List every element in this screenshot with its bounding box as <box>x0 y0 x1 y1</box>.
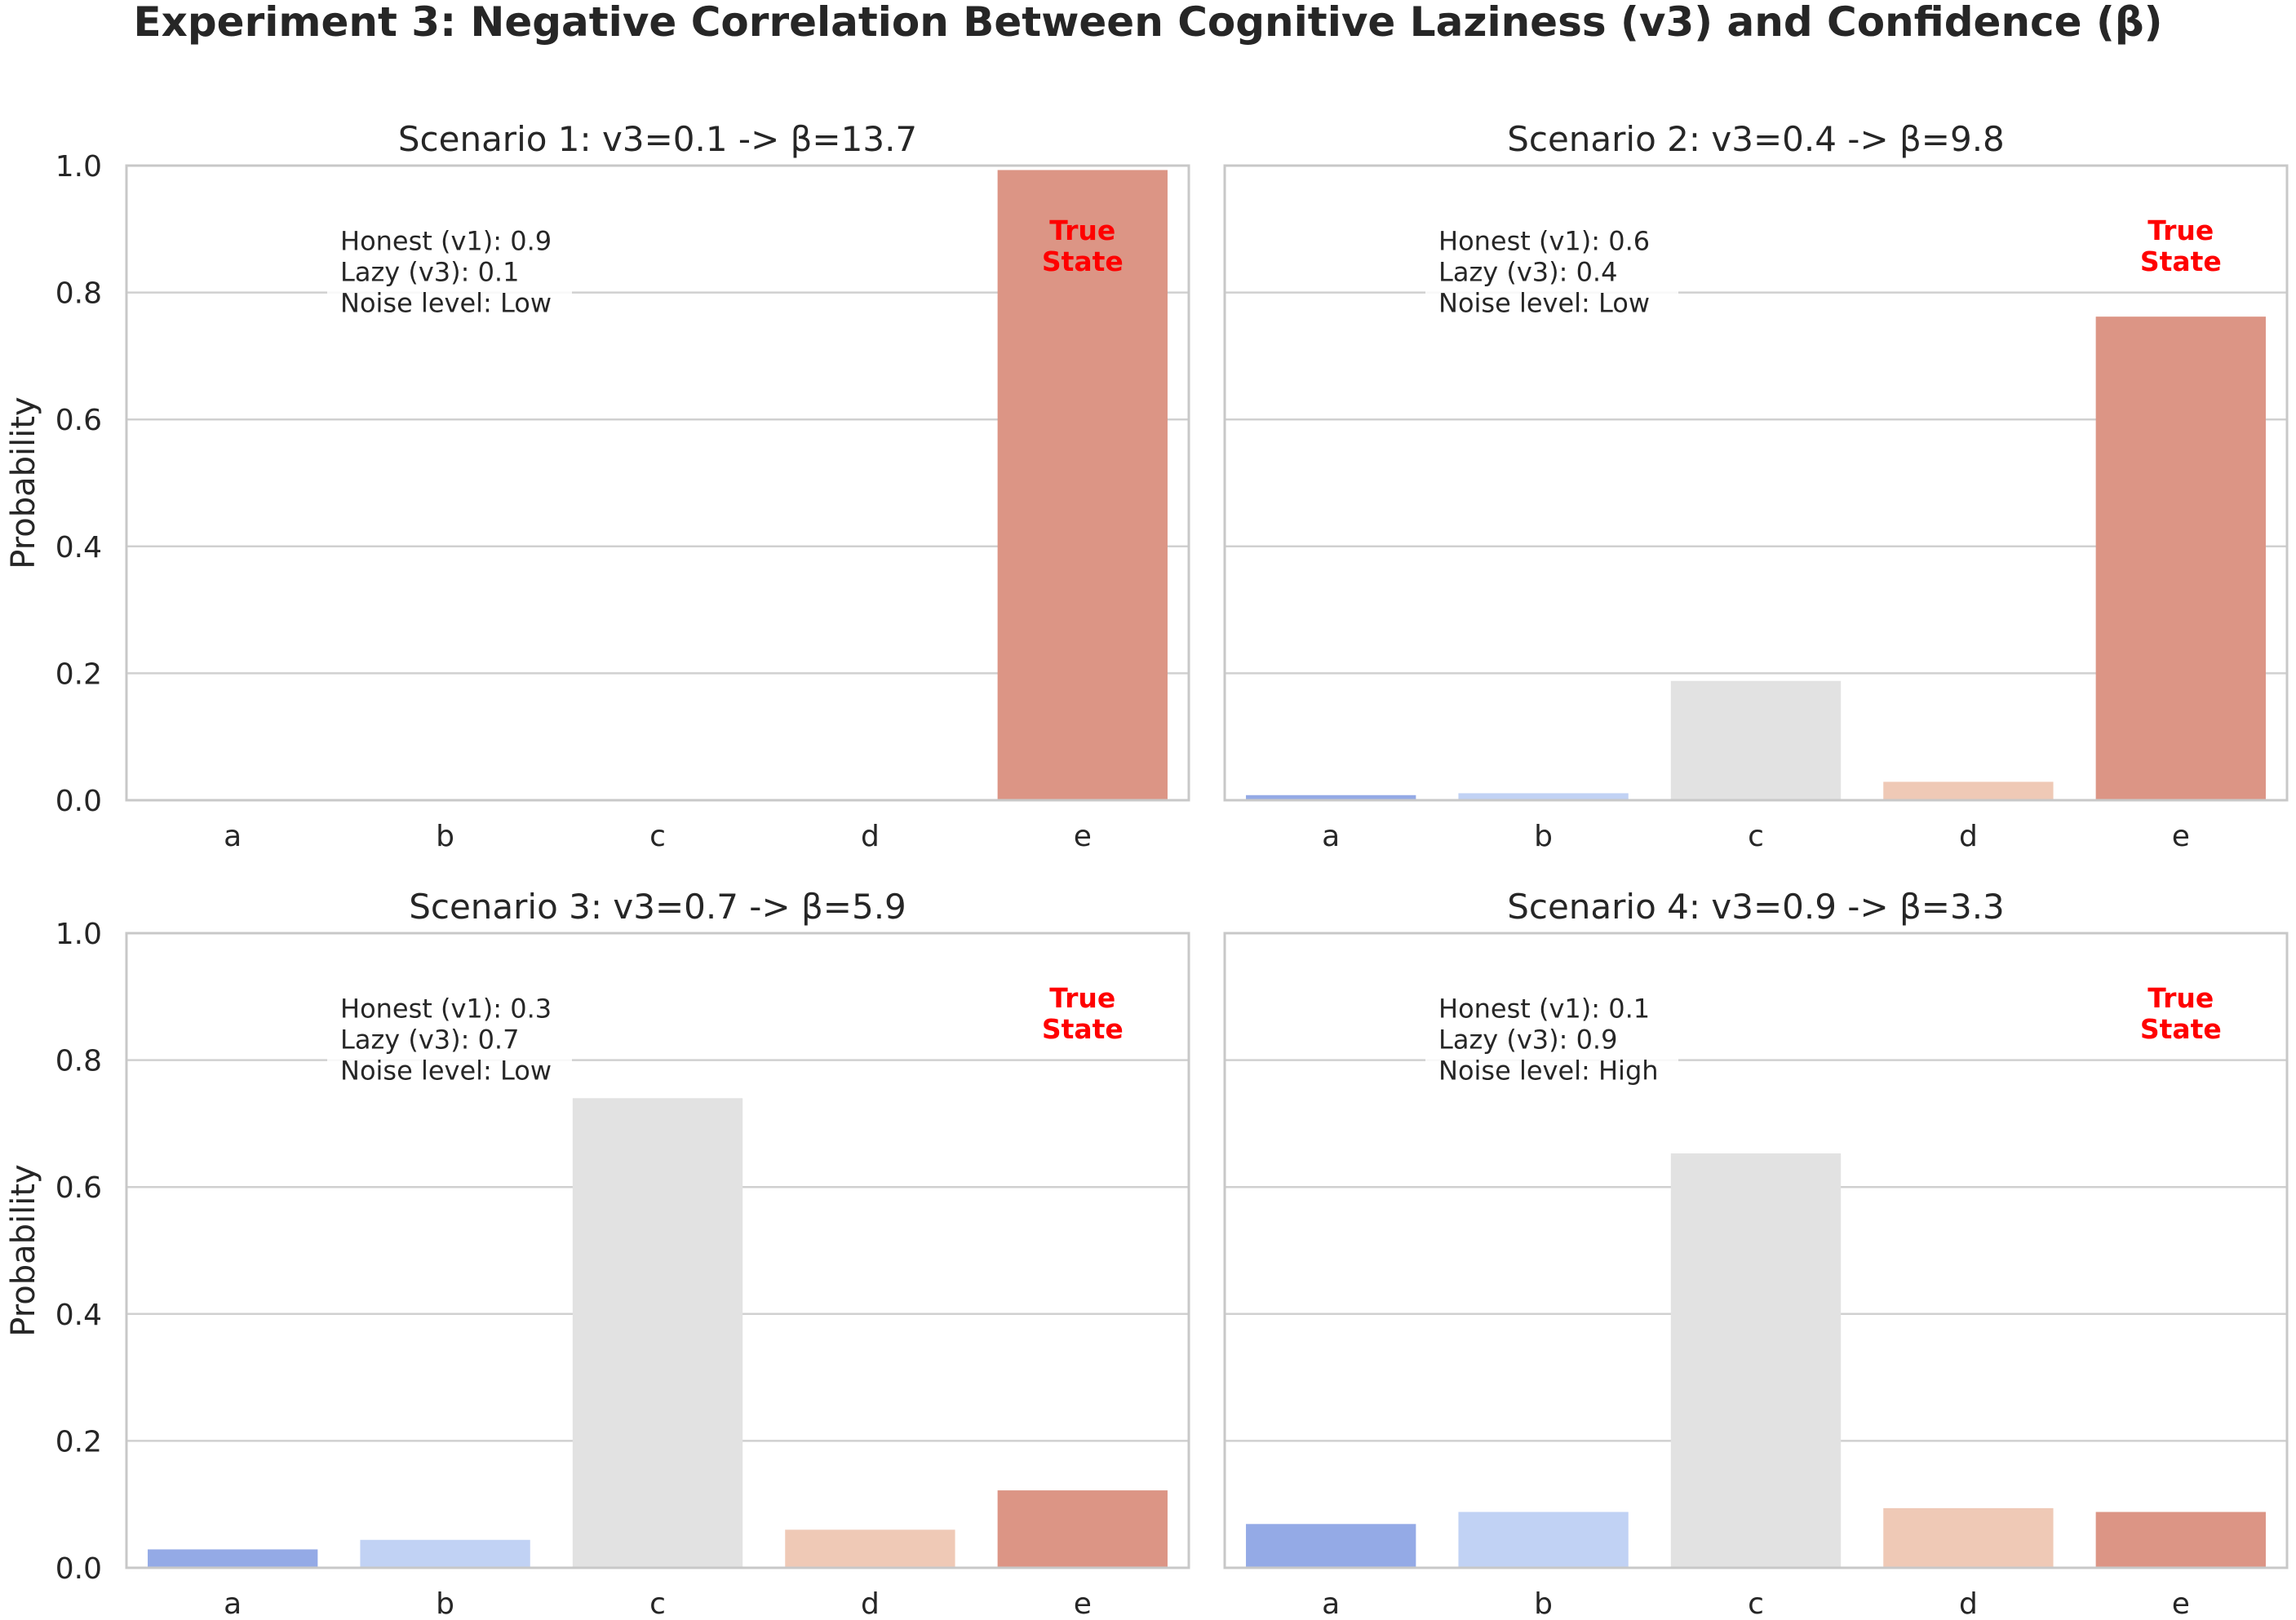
bar-b <box>360 1539 530 1568</box>
true-state-label: State <box>1042 1013 1124 1045</box>
y-tick-label: 0.2 <box>55 657 102 691</box>
y-tick-label: 0.8 <box>55 1045 102 1078</box>
bar-e <box>2095 1512 2266 1568</box>
x-tick-label: e <box>1074 820 1092 853</box>
annotation-line: Honest (v1): 0.6 <box>1438 226 1650 257</box>
panel-title: Scenario 2: v3=0.4 -> β=9.8 <box>1507 119 2005 159</box>
annotation-line: Honest (v1): 0.1 <box>1438 994 1650 1025</box>
panel-title: Scenario 3: v3=0.7 -> β=5.9 <box>409 887 906 927</box>
x-tick-label: e <box>2172 1587 2190 1620</box>
bar-e <box>997 170 1168 801</box>
annotation-box <box>327 222 572 334</box>
annotation-line: Lazy (v3): 0.1 <box>340 257 519 288</box>
y-axis-label: Probability <box>5 396 42 569</box>
x-tick-label: d <box>1959 1587 1978 1620</box>
annotation-line: Lazy (v3): 0.9 <box>1438 1025 1617 1056</box>
bar-c <box>572 1098 743 1568</box>
annotation-box <box>327 989 572 1101</box>
x-tick-label: d <box>1959 820 1978 853</box>
x-tick-label: c <box>649 820 666 853</box>
chart-panel-4: Scenario 4: v3=0.9 -> β=3.3 a b c d e Honest (… <box>1223 887 2289 1620</box>
true-state-label: True <box>1049 215 1115 246</box>
chart-panels: Scenario 1: v3=0.1 -> β=13.7 a b c d e 0.0 0.2 0… <box>5 119 2289 1620</box>
true-state-label: State <box>2140 246 2222 277</box>
y-tick-label: 0.2 <box>55 1425 102 1458</box>
axes-frame <box>1223 164 2289 802</box>
x-tick-label: a <box>224 1587 242 1620</box>
annotation-line: Lazy (v3): 0.4 <box>1438 257 1617 288</box>
bar-a <box>148 1549 318 1568</box>
bar-b <box>1458 793 1629 800</box>
chart-panel-1: Scenario 1: v3=0.1 -> β=13.7 a b c d e 0.0 0.2 0… <box>5 119 1190 853</box>
true-state-label: True <box>2148 982 2214 1014</box>
annotation-box <box>1425 222 1678 334</box>
chart-panel-2: Scenario 2: v3=0.4 -> β=9.8 a b c d e Honest (… <box>1223 119 2289 853</box>
x-tick-label: a <box>1322 820 1340 853</box>
bar-a <box>1246 795 1416 800</box>
true-state-label: True <box>1049 982 1115 1014</box>
bar-d <box>1883 781 2054 800</box>
y-tick-label: 1.0 <box>55 150 102 184</box>
axes-frame <box>125 932 1190 1569</box>
true-state-label: State <box>1042 246 1124 277</box>
x-tick-label: b <box>436 820 454 853</box>
true-state-label: State <box>2140 1013 2222 1045</box>
y-tick-label: 0.6 <box>55 404 102 437</box>
chart-panel-3: Scenario 3: v3=0.7 -> β=5.9 a b c d e 0.0 0.2 0.… <box>5 887 1190 1620</box>
annotation-line: Lazy (v3): 0.7 <box>340 1025 519 1056</box>
x-tick-label: a <box>1322 1587 1340 1620</box>
bar-d <box>785 1529 955 1568</box>
axes-frame <box>1223 932 2289 1569</box>
annotation-line: Honest (v1): 0.3 <box>340 994 552 1025</box>
y-axis-label: Probability <box>5 1164 42 1336</box>
annotation-box <box>1425 989 1678 1101</box>
x-tick-label: c <box>649 1587 666 1620</box>
panel-title: Scenario 1: v3=0.1 -> β=13.7 <box>398 119 917 159</box>
bar-a <box>1246 1524 1416 1568</box>
x-tick-label: b <box>1534 1587 1553 1620</box>
x-tick-label: d <box>861 820 880 853</box>
y-tick-label: 0.0 <box>55 1552 102 1586</box>
annotation-line: Noise level: Low <box>340 288 552 319</box>
y-tick-label: 0.8 <box>55 277 102 311</box>
bar-b <box>1458 1512 1629 1568</box>
x-tick-label: e <box>2172 820 2190 853</box>
annotation-line: Noise level: High <box>1438 1056 1659 1087</box>
y-tick-label: 0.4 <box>55 1299 102 1332</box>
x-tick-label: c <box>1748 820 1764 853</box>
true-state-label: True <box>2148 215 2214 246</box>
bar-c <box>1670 680 1842 800</box>
bar-e <box>997 1490 1168 1568</box>
annotation-line: Honest (v1): 0.9 <box>340 226 552 257</box>
x-tick-label: b <box>1534 820 1553 853</box>
x-tick-label: e <box>1074 1587 1092 1620</box>
y-tick-label: 0.0 <box>55 785 102 818</box>
y-tick-label: 0.6 <box>55 1171 102 1205</box>
x-tick-label: b <box>436 1587 454 1620</box>
figure-title: Experiment 3: Negative Correlation Betwe… <box>133 0 2162 46</box>
x-tick-label: c <box>1748 1587 1764 1620</box>
annotation-line: Noise level: Low <box>1438 288 1650 319</box>
annotation-line: Noise level: Low <box>340 1056 552 1087</box>
bar-c <box>1670 1153 1842 1568</box>
x-tick-label: a <box>224 820 242 853</box>
x-tick-label: d <box>861 1587 880 1620</box>
bar-d <box>1883 1507 2054 1568</box>
axes-frame <box>125 164 1190 802</box>
y-tick-label: 1.0 <box>55 918 102 951</box>
y-tick-label: 0.4 <box>55 531 102 564</box>
bar-e <box>2095 316 2266 800</box>
panel-title: Scenario 4: v3=0.9 -> β=3.3 <box>1507 887 2005 927</box>
